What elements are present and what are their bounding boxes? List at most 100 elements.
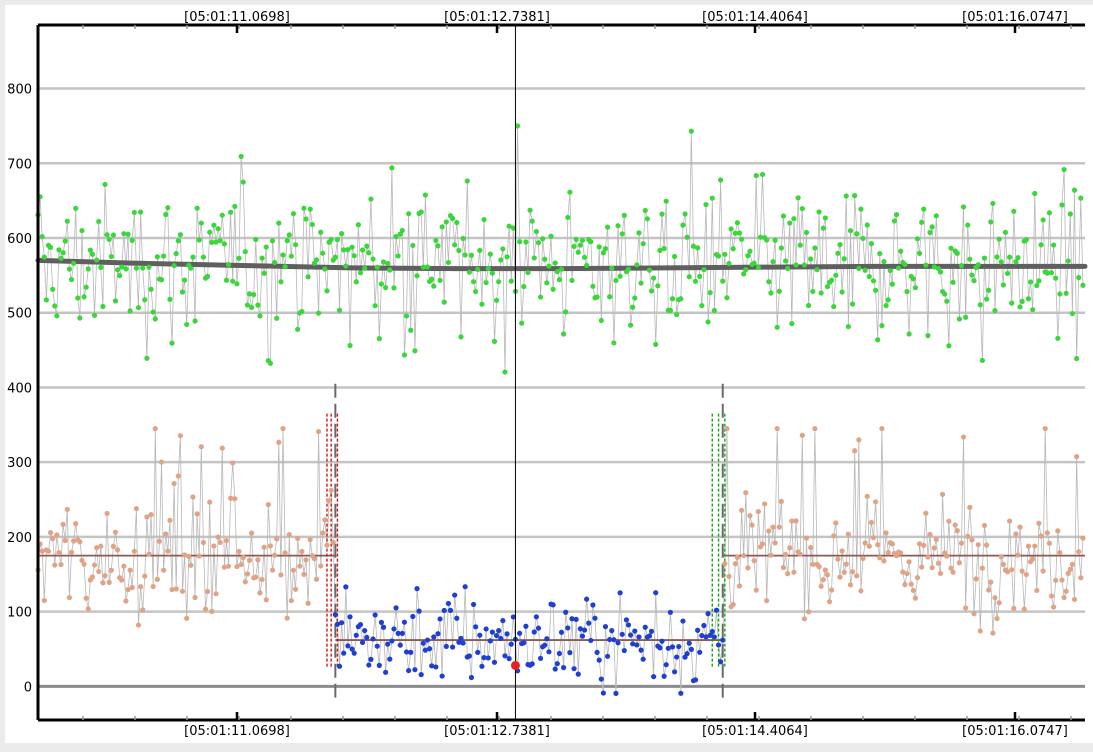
- y-tick-label-800: 800: [7, 83, 32, 98]
- salmon-point-121: [288, 597, 294, 604]
- blue-point-218: [491, 659, 498, 665]
- green-point-450: [977, 302, 983, 308]
- blue-point-198: [450, 644, 456, 650]
- salmon-point-436: [948, 565, 954, 571]
- salmon-point-140: [328, 487, 334, 493]
- x-tick-label-bottom-0: [05:01:11.0698]: [184, 724, 290, 739]
- green-point-75: [192, 318, 198, 324]
- green-point-370: [810, 288, 816, 295]
- green-point-236: [529, 218, 535, 224]
- salmon-point-62: [165, 548, 171, 554]
- salmon-point-491: [1063, 588, 1069, 594]
- green-point-186: [424, 264, 431, 270]
- salmon-point-344: [755, 508, 761, 515]
- green-point-218: [491, 338, 498, 344]
- green-point-398: [868, 241, 875, 247]
- salmon-point-342: [751, 558, 757, 564]
- salmon-point-467: [1013, 531, 1019, 537]
- green-point-64: [169, 340, 175, 346]
- salmon-point-380: [831, 533, 837, 539]
- blue-point-173: [397, 642, 403, 648]
- green-point-168: [387, 267, 393, 273]
- salmon-point-61: [163, 531, 169, 537]
- blue-point-142: [332, 611, 338, 618]
- green-point-494: [1069, 310, 1076, 317]
- green-point-4: [43, 297, 49, 303]
- green-point-109: [263, 244, 269, 250]
- salmon-point-386: [843, 561, 849, 567]
- blue-point-144: [336, 663, 343, 669]
- green-point-130: [307, 206, 313, 212]
- salmon-point-83: [209, 608, 215, 614]
- green-point-30: [98, 264, 104, 270]
- green-point-420: [914, 236, 921, 242]
- y-tick-label-400: 400: [7, 381, 32, 396]
- green-point-359: [787, 220, 793, 226]
- salmon-point-459: [996, 600, 1002, 606]
- blue-point-293: [648, 628, 655, 634]
- blue-point-204: [462, 584, 468, 590]
- green-point-397: [866, 273, 872, 280]
- salmon-point-95: [234, 563, 240, 570]
- salmon-point-332: [730, 601, 736, 608]
- green-point-372: [814, 267, 820, 273]
- salmon-point-362: [793, 518, 799, 524]
- blue-point-172: [395, 630, 401, 636]
- salmon-point-130: [307, 536, 313, 543]
- green-point-41: [121, 231, 127, 237]
- green-point-318: [701, 267, 707, 273]
- blue-point-261: [581, 627, 588, 633]
- green-point-332: [730, 246, 736, 252]
- blue-point-183: [418, 672, 424, 678]
- blue-point-302: [667, 609, 673, 615]
- green-point-185: [422, 192, 428, 198]
- green-point-181: [414, 273, 420, 279]
- green-point-214: [483, 279, 489, 286]
- green-point-390: [852, 193, 858, 199]
- salmon-point-333: [732, 561, 738, 567]
- salmon-point-404: [881, 558, 887, 564]
- salmon-point-102: [248, 530, 255, 536]
- green-point-174: [399, 227, 405, 234]
- green-point-274: [609, 265, 615, 271]
- green-point-294: [651, 275, 657, 281]
- blue-point-174: [399, 630, 405, 636]
- salmon-point-349: [766, 528, 772, 534]
- green-point-457: [992, 307, 998, 314]
- blue-point-165: [380, 624, 387, 630]
- green-point-40: [119, 264, 125, 270]
- green-point-403: [879, 323, 885, 329]
- green-point-499: [1080, 282, 1086, 288]
- salmon-point-347: [762, 501, 768, 507]
- green-point-194: [441, 299, 447, 305]
- green-point-113: [272, 259, 278, 266]
- blue-point-295: [653, 590, 659, 596]
- green-point-361: [791, 216, 797, 222]
- green-point-193: [439, 224, 445, 230]
- green-point-472: [1023, 237, 1029, 243]
- green-point-92: [228, 209, 234, 215]
- salmon-point-432: [940, 491, 946, 498]
- green-point-411: [896, 265, 902, 271]
- green-point-22: [81, 294, 87, 300]
- green-point-81: [205, 273, 211, 279]
- green-point-476: [1032, 190, 1038, 197]
- green-point-59: [158, 277, 165, 283]
- green-point-264: [588, 239, 594, 245]
- salmon-point-127: [301, 571, 307, 578]
- green-point-289: [640, 241, 646, 247]
- x-tick-label-bottom-1: [05:01:12.7381]: [444, 724, 550, 739]
- salmon-point-381: [833, 520, 839, 526]
- green-point-201: [456, 247, 462, 254]
- green-point-365: [799, 205, 805, 212]
- green-point-478: [1036, 278, 1042, 284]
- salmon-point-23: [83, 595, 89, 601]
- green-point-167: [385, 260, 391, 267]
- blue-point-175: [401, 619, 408, 625]
- blue-point-168: [387, 656, 393, 662]
- green-point-320: [705, 319, 711, 325]
- green-point-98: [240, 179, 246, 185]
- blue-point-162: [374, 643, 380, 649]
